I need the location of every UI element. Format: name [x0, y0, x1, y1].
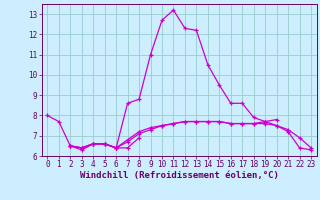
- X-axis label: Windchill (Refroidissement éolien,°C): Windchill (Refroidissement éolien,°C): [80, 171, 279, 180]
